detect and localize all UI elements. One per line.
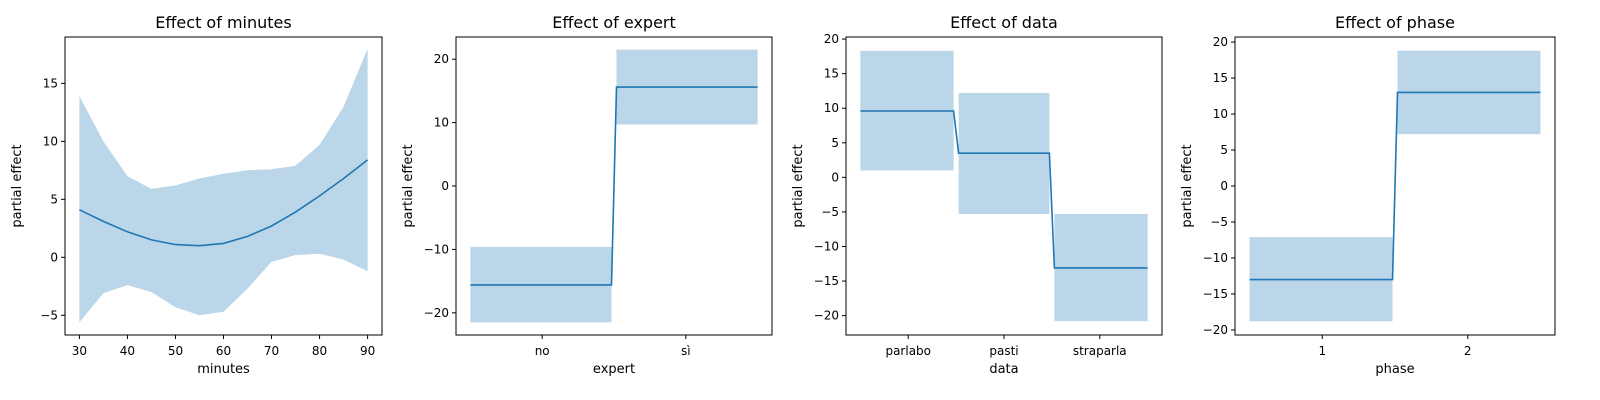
y-tick-label: −15 <box>1203 287 1228 301</box>
x-tick-label: 2 <box>1464 344 1472 358</box>
x-tick-label: parlabo <box>885 344 931 358</box>
y-tick-label: 10 <box>43 134 58 148</box>
y-axis-label: partial effect <box>1180 144 1195 227</box>
y-ticks: −20 −15 −10 −5 0 5 10 15 20 <box>1203 35 1235 337</box>
confidence-band-group <box>860 50 1148 322</box>
y-ticks: −5 0 5 10 15 <box>40 76 65 322</box>
x-tick-label: straparla <box>1073 344 1127 358</box>
effect-line <box>79 159 369 247</box>
y-tick-label: −10 <box>424 242 449 256</box>
y-tick-label: 20 <box>824 32 839 46</box>
y-tick-label: 10 <box>434 116 449 130</box>
y-axis-label: partial effect <box>401 144 416 227</box>
x-tick-label: 90 <box>360 344 375 358</box>
x-tick-label: 40 <box>120 344 135 358</box>
y-tick-label: −15 <box>814 274 839 288</box>
x-ticks: 30 40 50 60 70 80 90 <box>72 335 375 358</box>
y-ticks: −20 −15 −10 −5 0 5 10 15 20 <box>814 32 846 323</box>
y-tick-label: −10 <box>1203 251 1228 265</box>
y-tick-label: 5 <box>831 136 839 150</box>
x-tick-label: 50 <box>168 344 183 358</box>
y-tick-label: 15 <box>43 76 58 90</box>
y-tick-label: −5 <box>1210 215 1228 229</box>
y-tick-label: 0 <box>831 170 839 184</box>
effect-line-group <box>1249 91 1541 281</box>
panel-data: parlabo pasti straparla −20 −15 −10 −5 0 5 10 15 2… <box>791 13 1163 377</box>
chart-title: Effect of minutes <box>155 13 291 32</box>
confidence-band <box>79 48 368 323</box>
y-tick-label: 0 <box>1220 179 1228 193</box>
x-tick-label: 60 <box>216 344 231 358</box>
x-ticks: parlabo pasti straparla <box>885 335 1127 358</box>
y-ticks: −20 −10 0 10 20 <box>424 52 456 320</box>
x-tick-label: sì <box>681 344 691 358</box>
y-tick-label: −20 <box>1203 323 1228 337</box>
x-tick-label: pasti <box>989 344 1018 358</box>
y-tick-label: 0 <box>50 250 58 264</box>
chart-title: Effect of expert <box>552 13 676 32</box>
x-axis-label: minutes <box>197 362 250 377</box>
effect-line-group <box>860 110 1148 269</box>
y-tick-label: 0 <box>441 179 449 193</box>
x-tick-label: no <box>535 344 550 358</box>
panel-minutes: 30 40 50 60 70 80 90 −5 0 5 10 15 Effect of minute… <box>10 13 383 377</box>
effect-line-group <box>470 86 758 286</box>
y-tick-label: 15 <box>824 67 839 81</box>
y-axis-label: partial effect <box>10 144 25 227</box>
panel-expert: no sì −20 −10 0 10 20 Effect of expert expert… <box>401 13 773 377</box>
chart-title: Effect of data <box>950 13 1058 32</box>
y-tick-label: −5 <box>821 205 839 219</box>
x-axis-label: phase <box>1375 362 1414 377</box>
y-tick-label: −20 <box>424 306 449 320</box>
chart-title: Effect of phase <box>1335 13 1455 32</box>
y-tick-label: 20 <box>434 52 449 66</box>
y-axis-label: partial effect <box>791 144 806 227</box>
y-tick-label: 20 <box>1213 35 1228 49</box>
x-ticks: no sì <box>535 335 691 358</box>
effect-line-group <box>79 159 369 247</box>
y-tick-label: 15 <box>1213 71 1228 85</box>
y-tick-label: −5 <box>40 308 58 322</box>
y-tick-label: 5 <box>1220 143 1228 157</box>
x-tick-label: 1 <box>1318 344 1326 358</box>
effect-line <box>1249 91 1541 281</box>
effect-line <box>860 110 1148 269</box>
y-tick-label: 5 <box>50 192 58 206</box>
y-tick-label: −10 <box>814 239 839 253</box>
x-tick-label: 30 <box>72 344 87 358</box>
y-tick-label: −20 <box>814 309 839 323</box>
x-axis-label: data <box>989 362 1018 377</box>
effect-line <box>470 86 758 286</box>
x-tick-label: 80 <box>312 344 327 358</box>
y-tick-label: 10 <box>1213 107 1228 121</box>
x-axis-label: expert <box>593 362 635 377</box>
x-tick-label: 70 <box>264 344 279 358</box>
y-tick-label: 10 <box>824 101 839 115</box>
confidence-band-group <box>79 48 368 323</box>
